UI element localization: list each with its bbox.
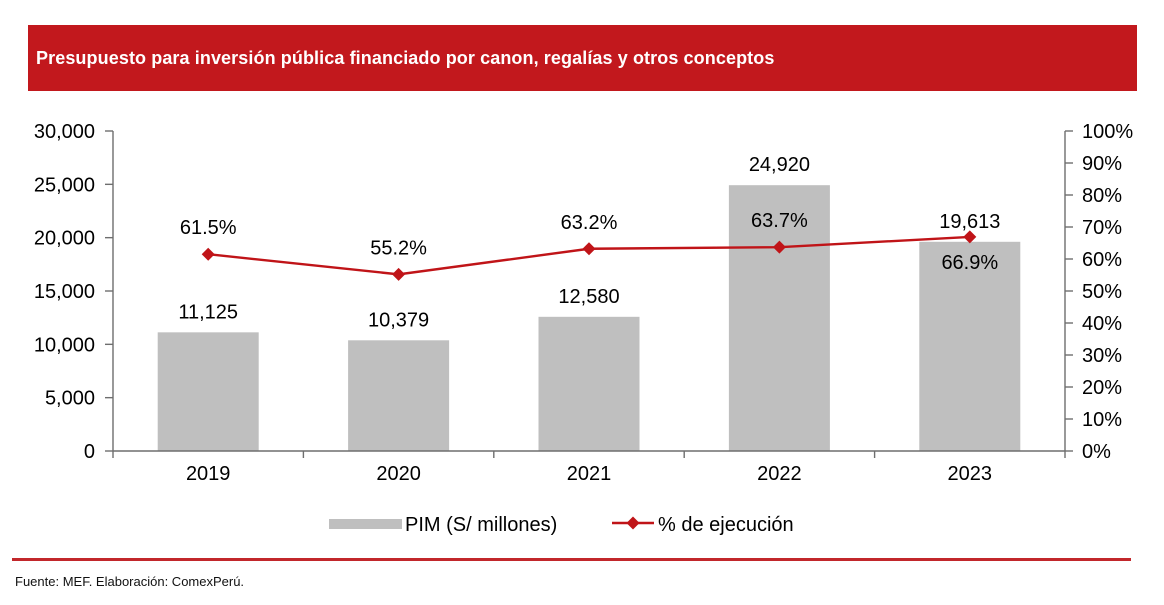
left-axis-tick-label: 30,000: [34, 121, 95, 143]
right-axis-tick-label: 30%: [1082, 345, 1122, 367]
execution-value-label: 61.5%: [180, 217, 237, 239]
left-axis-tick-label: 20,000: [34, 228, 95, 250]
left-axis-tick-label: 25,000: [34, 174, 95, 196]
bar: [348, 340, 450, 451]
bar-value-label: 24,920: [749, 154, 810, 176]
execution-value-label: 66.9%: [941, 252, 998, 274]
right-axis-tick-label: 70%: [1082, 217, 1122, 239]
source-note: Fuente: MEF. Elaboración: ComexPerú.: [15, 574, 245, 589]
right-axis-tick-label: 40%: [1082, 313, 1122, 335]
category-label: 2022: [757, 463, 802, 485]
footer-divider: [12, 558, 1131, 561]
execution-marker: [582, 242, 596, 256]
left-axis-tick-label: 10,000: [34, 334, 95, 356]
bar-value-label: 11,125: [178, 301, 238, 323]
right-axis-tick-label: 50%: [1082, 281, 1122, 303]
chart-title-banner: Presupuesto para inversión pública finan…: [28, 25, 1137, 91]
right-axis-tick-label: 80%: [1082, 185, 1122, 207]
combo-chart-canvas: 0 5,000 10,000 15,000 20,000 25,000 30,000 0% 10…: [34, 121, 1134, 536]
legend-marker-ejecucion: [626, 516, 640, 530]
category-label: 2019: [186, 463, 231, 485]
right-axis-tick-label: 10%: [1082, 409, 1122, 431]
bar: [157, 332, 259, 451]
right-axis-tick-label: 60%: [1082, 249, 1122, 271]
right-axis-tick-label: 90%: [1082, 153, 1122, 175]
bar-value-label: 10,379: [368, 309, 429, 331]
legend-label-pim: PIM (S/ millones): [405, 514, 557, 536]
right-axis-tick-label: 100%: [1082, 121, 1133, 143]
bar: [728, 185, 830, 452]
bar-value-label: 12,580: [558, 286, 619, 308]
left-axis-tick-label: 5,000: [45, 388, 95, 410]
execution-value-label: 55.2%: [370, 237, 427, 259]
category-label: 2020: [376, 463, 421, 485]
left-axis-tick-label: 0: [84, 441, 95, 463]
bar-value-label: 19,613: [939, 211, 1000, 233]
bar: [538, 316, 640, 451]
right-axis-tick-label: 20%: [1082, 377, 1122, 399]
category-label: 2023: [948, 463, 993, 485]
left-axis-tick-label: 15,000: [34, 281, 95, 303]
chart-title: Presupuesto para inversión pública finan…: [36, 47, 775, 68]
bar: [919, 241, 1021, 451]
right-axis-tick-label: 0%: [1082, 441, 1111, 463]
execution-marker: [392, 267, 406, 281]
legend-label-ejecucion: % de ejecución: [658, 514, 794, 536]
execution-marker: [201, 247, 215, 261]
legend-swatch-pim: [329, 519, 402, 529]
execution-marker: [772, 240, 786, 254]
execution-value-label: 63.7%: [751, 210, 808, 232]
category-label: 2021: [567, 463, 612, 485]
execution-value-label: 63.2%: [561, 212, 618, 234]
execution-marker: [963, 230, 977, 244]
